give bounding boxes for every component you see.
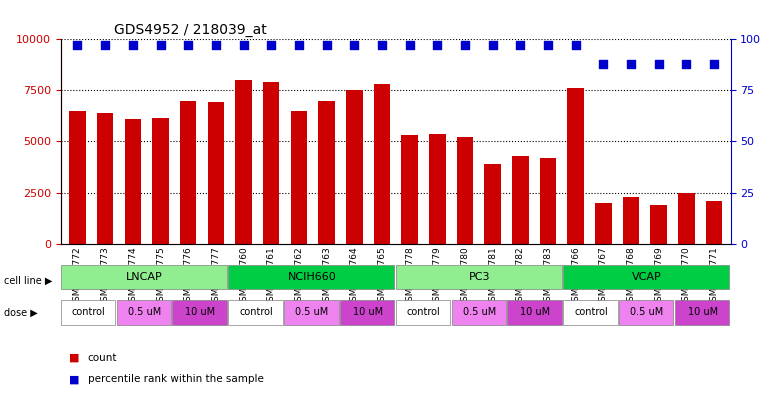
Bar [401, 135, 418, 244]
Bar [208, 102, 224, 244]
Bar [125, 119, 141, 244]
Bar [678, 193, 695, 244]
Bar [152, 118, 169, 244]
Text: ■: ■ [68, 353, 79, 363]
Text: count: count [88, 353, 117, 363]
Point [403, 42, 416, 49]
FancyBboxPatch shape [173, 300, 227, 325]
Text: 0.5 uM: 0.5 uM [463, 307, 496, 318]
Bar [346, 90, 362, 244]
Point [514, 42, 527, 49]
Point [459, 42, 471, 49]
Text: GDS4952 / 218039_at: GDS4952 / 218039_at [114, 23, 267, 37]
Point [154, 42, 167, 49]
Text: 10 uM: 10 uM [186, 307, 215, 318]
FancyBboxPatch shape [228, 265, 394, 289]
Bar [318, 101, 335, 244]
FancyBboxPatch shape [508, 300, 562, 325]
Point [237, 42, 250, 49]
Point [99, 42, 111, 49]
Point [72, 42, 84, 49]
Text: ■: ■ [68, 374, 79, 384]
FancyBboxPatch shape [563, 265, 729, 289]
Text: VCAP: VCAP [632, 272, 662, 282]
Text: LNCAP: LNCAP [126, 272, 163, 282]
Bar [97, 113, 113, 244]
Bar [69, 111, 86, 244]
Bar [540, 158, 556, 244]
Bar [484, 164, 501, 244]
FancyBboxPatch shape [619, 300, 673, 325]
Bar [512, 156, 529, 244]
Point [625, 61, 637, 67]
Text: 10 uM: 10 uM [688, 307, 718, 318]
Point [569, 42, 581, 49]
Point [597, 61, 610, 67]
Bar [235, 80, 252, 244]
Point [542, 42, 554, 49]
Point [320, 42, 333, 49]
Point [708, 61, 720, 67]
Bar [595, 203, 612, 244]
Text: 0.5 uM: 0.5 uM [630, 307, 664, 318]
Text: cell line ▶: cell line ▶ [4, 276, 53, 286]
Point [348, 42, 360, 49]
Text: 0.5 uM: 0.5 uM [295, 307, 329, 318]
FancyBboxPatch shape [451, 300, 506, 325]
FancyBboxPatch shape [228, 300, 283, 325]
Point [265, 42, 277, 49]
Text: 0.5 uM: 0.5 uM [128, 307, 161, 318]
Bar [622, 196, 639, 244]
Text: control: control [239, 307, 273, 318]
FancyBboxPatch shape [116, 300, 171, 325]
Bar [263, 82, 279, 244]
FancyBboxPatch shape [563, 300, 618, 325]
FancyBboxPatch shape [284, 300, 339, 325]
Bar [180, 101, 196, 244]
FancyBboxPatch shape [675, 300, 729, 325]
Text: PC3: PC3 [469, 272, 490, 282]
Point [680, 61, 693, 67]
FancyBboxPatch shape [61, 265, 227, 289]
Text: percentile rank within the sample: percentile rank within the sample [88, 374, 263, 384]
Point [376, 42, 388, 49]
Text: control: control [72, 307, 106, 318]
Text: 10 uM: 10 uM [521, 307, 550, 318]
FancyBboxPatch shape [396, 300, 451, 325]
Bar [651, 205, 667, 244]
Text: dose ▶: dose ▶ [4, 307, 37, 318]
Point [210, 42, 222, 49]
Point [182, 42, 194, 49]
Text: control: control [574, 307, 608, 318]
FancyBboxPatch shape [61, 300, 116, 325]
Text: control: control [406, 307, 441, 318]
Point [431, 42, 444, 49]
Point [652, 61, 664, 67]
Bar [429, 134, 445, 244]
Point [293, 42, 305, 49]
Point [127, 42, 139, 49]
Text: NCIH660: NCIH660 [288, 272, 336, 282]
Bar [374, 84, 390, 244]
Bar [567, 88, 584, 244]
Bar [705, 201, 722, 244]
Bar [457, 138, 473, 244]
Point [486, 42, 498, 49]
Bar [291, 111, 307, 244]
Text: 10 uM: 10 uM [353, 307, 383, 318]
FancyBboxPatch shape [396, 265, 562, 289]
FancyBboxPatch shape [340, 300, 394, 325]
